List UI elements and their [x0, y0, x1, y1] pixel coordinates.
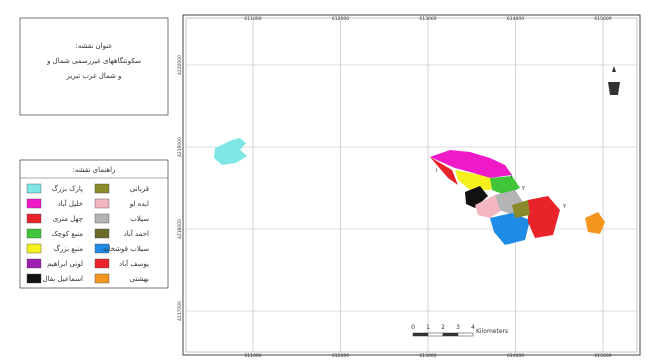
legend-swatch: [94, 183, 110, 194]
legend-label: یوسف آباد: [119, 259, 149, 268]
settlement: [430, 150, 512, 178]
legend-swatch: [26, 273, 42, 284]
legend-swatch: [26, 228, 42, 239]
legend-swatch: [26, 213, 42, 224]
y-label: 4219000: [177, 137, 183, 157]
north-arrow: [608, 66, 620, 95]
y-label: 4217000: [177, 301, 183, 321]
legend-box: [19, 159, 169, 289]
legend-label: پارک بزرگ: [52, 184, 83, 193]
x-label: 611000: [244, 353, 261, 359]
legend-swatch: [94, 243, 110, 254]
map-label: ۲: [563, 203, 566, 210]
settlement: [214, 138, 247, 165]
scale-segment: [442, 332, 459, 337]
settlement: [528, 196, 560, 238]
legend-swatch: [26, 198, 42, 209]
y-label: 4220000: [177, 55, 183, 75]
legend-items: پارک بزرگ قربانی خلیل آباد ایده لو چهل متری س…: [26, 183, 149, 284]
map-label: ۱: [510, 173, 513, 180]
settlement: [490, 176, 520, 195]
legend-label: سیلاب قوشخانه: [103, 245, 149, 253]
scale-tick: 1: [426, 324, 430, 331]
x-label: 612000: [332, 16, 349, 22]
legend-label: منبع بزرگ: [54, 244, 84, 253]
scale-tick: 2: [441, 324, 445, 331]
title-line: و شمال غرب تبریز: [65, 72, 121, 80]
settlement: [490, 213, 530, 245]
legend-label: احمد آباد: [124, 229, 149, 238]
settlement: [430, 157, 458, 185]
legend-title: راهنمای نقشه:: [73, 166, 116, 174]
x-label: 615000: [594, 353, 611, 359]
settlement: [465, 186, 488, 208]
map-frame: [182, 14, 641, 356]
scale-unit: Kilometers: [476, 328, 508, 335]
legend-label: ایده لو: [129, 200, 149, 208]
legend-swatch: [26, 183, 42, 194]
x-label: 613000: [419, 353, 436, 359]
x-label: 613000: [419, 16, 436, 22]
x-label: 615000: [594, 16, 611, 22]
map-label: ۱: [435, 167, 438, 174]
legend-swatch: [94, 198, 110, 209]
legend-swatch: [94, 273, 110, 284]
scale-segment: [412, 332, 429, 337]
legend-label: خلیل آباد: [58, 199, 83, 208]
map-label: ۲: [522, 185, 525, 192]
scale-segment: [427, 332, 444, 337]
title-line: عنوان نقشه:: [75, 42, 112, 50]
legend-label: قربانی: [130, 185, 149, 193]
legend-swatch: [26, 258, 42, 269]
x-label: 612000: [332, 353, 349, 359]
y-label: 4218000: [177, 219, 183, 239]
legend-label: منبع کوچک: [52, 230, 84, 238]
x-label: 614000: [507, 353, 524, 359]
settlement: [512, 200, 530, 218]
legend-swatch: [26, 243, 42, 254]
x-label: 614000: [507, 16, 524, 22]
scale-segment: [457, 332, 474, 337]
legend-swatch: [94, 228, 110, 239]
legend-label: بهشتی: [130, 275, 149, 283]
legend-label: اسماعیل بقال: [42, 275, 83, 283]
settlement: [455, 170, 498, 190]
grid: 611000 611000 612000 612000 613000 613000 6140…: [177, 16, 637, 359]
title-box: [19, 17, 169, 116]
map-inner-frame: [185, 17, 638, 353]
legend-label: سیلاب: [130, 215, 149, 223]
legend-label: لوتی ابراهیم: [47, 260, 83, 268]
x-label: 611000: [244, 16, 261, 22]
scale-tick: 3: [456, 324, 460, 331]
legend-label: چهل متری: [53, 215, 83, 223]
legend-swatch: [94, 213, 110, 224]
settlement: [585, 212, 605, 234]
scale-tick: 0: [411, 324, 415, 331]
title-line: سکونتگاههای غیررسمی شمال و: [46, 56, 141, 65]
scale-tick: 4: [471, 324, 475, 331]
legend-swatch: [94, 258, 110, 269]
